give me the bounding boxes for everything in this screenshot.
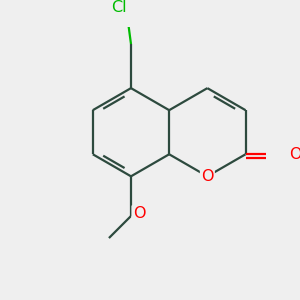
Text: Cl: Cl — [111, 0, 127, 15]
Text: O: O — [289, 147, 300, 162]
Text: O: O — [201, 169, 214, 184]
Text: O: O — [133, 206, 145, 221]
